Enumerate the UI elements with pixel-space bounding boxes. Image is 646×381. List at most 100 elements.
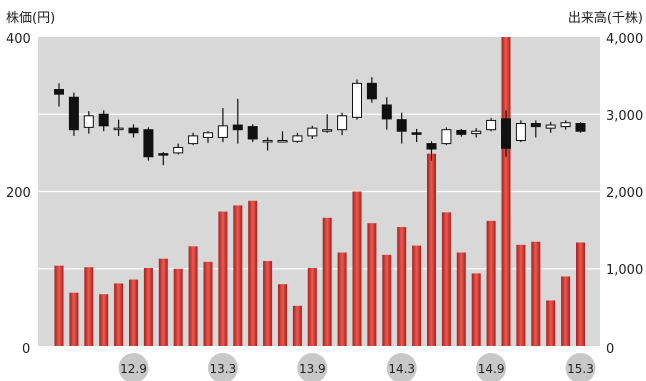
candle-body [128,127,139,134]
volume-bar [471,273,481,346]
volume-bar [322,217,332,346]
volume-bar [367,223,377,346]
x-tick: 14.9 [476,353,507,381]
candle [486,118,497,132]
candle [560,120,571,130]
candle [471,128,482,138]
candle-body [68,96,79,131]
candle [456,128,467,137]
volume-bar [576,242,585,346]
x-tick-label: 14.9 [478,362,505,376]
volume-bar [278,284,287,346]
left-tick-label: 0 [22,342,30,357]
candle [128,124,139,138]
candle-body [158,153,169,156]
candle-body [232,124,243,131]
candle [98,110,109,132]
x-tick: 15.3 [565,353,596,381]
candle [247,124,258,143]
candle-body [83,115,94,128]
x-tick-label: 13.3 [210,362,237,376]
x-tick-badge [386,353,417,381]
volume-bar [114,283,124,346]
right-tick-label: 3,000 [606,109,643,124]
volume-bar [501,37,511,346]
candle-body [54,89,64,95]
volume-bar [352,191,362,346]
candle [366,77,377,103]
x-tick-badge [476,353,507,381]
volume-bar [307,267,317,346]
candle [411,128,422,143]
volume-bar [173,268,183,346]
left-tick-label: 200 [6,186,31,201]
right-axis-ticks: 4,000 3,000 2,000 1,000 0 [606,32,643,357]
volume-bar [427,153,436,346]
volume-bar [337,252,347,346]
x-tick-label: 15.3 [567,362,594,376]
candle-body [337,115,348,131]
right-tick-label: 4,000 [606,32,643,47]
candle-body [381,104,392,120]
candle [83,111,94,134]
left-axis-ticks: 400 200 0 [6,32,31,357]
candle-body [98,113,109,127]
candle [575,121,586,133]
x-tick-badge [565,353,596,381]
candle [441,127,452,146]
candle-body [545,124,556,129]
volume-bar [441,212,451,346]
candle-body [471,130,482,135]
volume-bar [516,244,526,346]
candle [426,141,437,161]
candle [68,92,79,136]
candle [396,112,407,144]
left-axis-title: 株価(円) [6,11,55,26]
candle [515,120,526,143]
candlesticks [54,77,586,166]
candle-body [322,129,333,132]
candle [352,79,362,120]
candle-body [247,126,258,140]
candle-body [411,132,422,135]
x-tick: 14.3 [386,353,417,381]
x-tick-badge [118,353,149,381]
volume-bar [54,265,64,346]
volume-bar [218,211,228,346]
volume-bar [382,254,392,346]
candle-body [352,82,362,118]
candle-body [486,119,497,131]
right-tick-label: 2,000 [606,186,643,201]
candle-body [515,123,526,142]
x-tick: 13.3 [207,353,238,381]
x-tick-badge [297,353,328,381]
candle-body [113,127,124,131]
candle [173,143,184,155]
volume-bar [292,305,302,346]
volume-bar [158,258,168,346]
candle [158,152,169,166]
candle [232,98,243,144]
candle-body [560,122,571,128]
candle-body [262,140,273,143]
right-tick-label: 1,000 [606,263,643,278]
candle-body [575,123,586,132]
volume-bar [263,261,273,346]
right-tick-label: 0 [606,342,614,357]
candle [381,97,392,130]
volume-bar [486,220,496,346]
candle-body [366,82,377,100]
candle [113,119,124,136]
candle [337,112,348,136]
x-tick: 13.9 [297,353,328,381]
candle-body [307,127,318,137]
candle [292,132,303,143]
right-axis-title: 出来高(千株) [568,10,643,26]
volume-bar [397,227,407,346]
candle-body [456,129,467,135]
volume-bar [531,241,541,346]
candle-body [277,140,288,143]
candle-body [530,123,541,128]
volume-bar [456,252,466,346]
